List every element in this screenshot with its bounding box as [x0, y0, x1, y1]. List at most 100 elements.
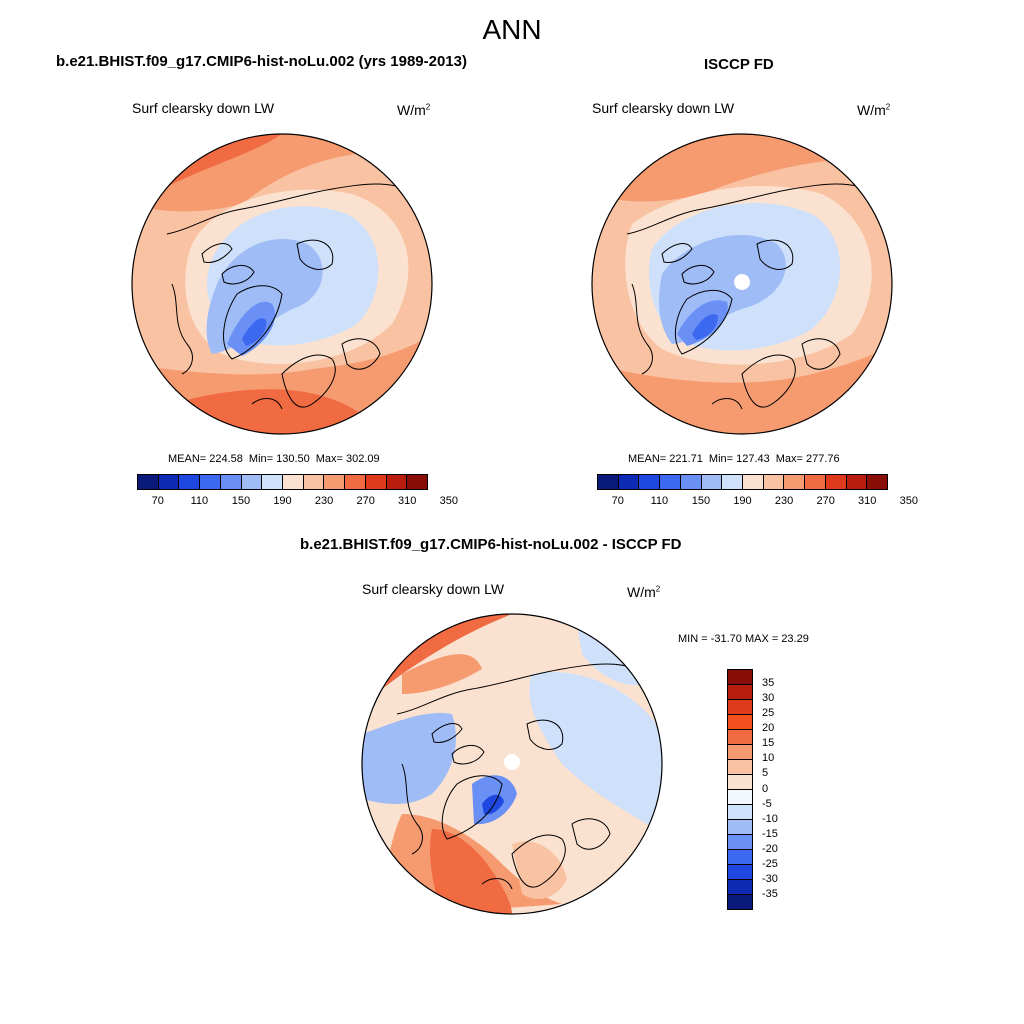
panel2-colorbar-swatch: [825, 475, 847, 489]
panel3-colorbar-swatch: [728, 850, 752, 865]
panel3-colorbar-tick-label: -5: [762, 797, 772, 810]
panel2-colorbar-swatch: [763, 475, 785, 489]
panel3-colorbar-swatch: [728, 820, 752, 835]
panel1-colorbar-swatch: [283, 475, 304, 489]
panel3-minmax: MIN = -31.70 MAX = 23.29: [678, 633, 809, 645]
panel1-colorbar-swatch: [262, 475, 284, 489]
panel3-colorbar-tick-label: -30: [762, 872, 778, 885]
main-title: ANN: [482, 14, 542, 45]
panel2-colorbar-tick-label: 110: [650, 495, 669, 507]
panel1-variable-label: Surf clearsky down LW: [132, 100, 275, 116]
panel2-colorbar-tick-label: 230: [774, 495, 794, 507]
panel1-colorbar-swatch: [138, 475, 159, 489]
panel1-units: W/m2: [397, 102, 430, 118]
panel1-colorbar-tick-label: 270: [356, 495, 375, 507]
panel3-colorbar-swatch: [728, 805, 752, 820]
panel2-colorbar-swatch: [784, 475, 806, 489]
panel2-colorbar-tick-label: 190: [733, 495, 752, 507]
panel2-colorbar-tick-label: 350: [899, 495, 918, 507]
panel2-coastlines: [626, 183, 878, 410]
panel1-colorbar-tick-label: 150: [231, 495, 251, 507]
panel1-field-cold: [206, 238, 323, 354]
panel1-colorbar-swatch: [158, 475, 180, 489]
panel2-colorbar-ticks: 70 110 150 190 230 270 310 350: [597, 495, 918, 509]
panel1-colorbar-swatch: [179, 475, 201, 489]
panel2-colorbar-swatch: [660, 475, 681, 489]
panel1-colorbar-swatch: [200, 475, 221, 489]
panel3-colorbar-swatch: [728, 880, 752, 895]
panel3-colorbar-tick-label: 10: [762, 752, 775, 765]
panel1-colorbar-tick-label: 310: [398, 495, 417, 507]
panel1-colorbar-swatch: [345, 475, 366, 489]
panel3-polar-hole: [504, 754, 520, 770]
panel2-min: Min= 127.43: [708, 453, 770, 465]
panel3-colorbar-tick-label: 30: [762, 692, 775, 705]
panel2-field-warm-south: [592, 344, 892, 434]
panel2-colorbar-swatch: [598, 475, 619, 489]
panel1-coastlines: [166, 183, 418, 410]
panel3-colorbar-tick-label: 15: [762, 737, 775, 750]
panel1-colorbar-tick-label: 230: [314, 495, 334, 507]
panel2-colorbar-tick-label: 150: [691, 495, 711, 507]
panel1-colorbar-swatch: [407, 475, 428, 489]
panel3-colorbar-swatch: [728, 790, 752, 805]
panel1-units-exp: 2: [425, 102, 431, 112]
panel1-colorbar-tick-label: 110: [190, 495, 209, 507]
panel2-mean: MEAN= 221.71: [628, 453, 703, 465]
panel1-min: Min= 130.50: [248, 453, 310, 465]
panel1-mean: MEAN= 224.58: [168, 453, 243, 465]
panel1-colorbar-tick-label: 350: [439, 495, 458, 507]
panel1-stats: MEAN= 224.58 Min= 130.50 Max= 302.09: [168, 453, 386, 465]
panel2-units: W/m2: [857, 102, 890, 118]
panel3-colorbar-tick-label: 0: [762, 782, 769, 795]
panel3-colorbar-swatch: [728, 730, 752, 745]
panel3-colorbar-swatch: [728, 670, 752, 685]
panel3-colorbar-tick-label: -35: [762, 887, 778, 900]
panel3-colorbar-tick-label: 35: [762, 677, 775, 690]
panel2-polar-hole: [734, 274, 750, 290]
panel1-colorbar-tick-label: 70: [151, 495, 164, 507]
panel3-colorbar-swatch: [728, 760, 752, 775]
panel3-colorbar-tick-label: -25: [762, 857, 778, 870]
panel2-colorbar-swatch: [639, 475, 661, 489]
panel3-colorbar-swatch: [728, 685, 752, 700]
panel3-colorbar-ticks: 35 30 25 20 15 10 5 0 -5 -10 -15 -20 -25 -30 -35: [762, 669, 802, 910]
panel3-coastlines: [396, 663, 648, 890]
panel2-colorbar-swatch: [680, 475, 702, 489]
panel3-colorbar-swatch: [728, 865, 752, 880]
panel2-colorbar-tick-label: 270: [816, 495, 835, 507]
panel3-colorbar-tick-label: -10: [762, 812, 778, 825]
panel1-colorbar-tick-label: 190: [273, 495, 292, 507]
panel2-colorbar-tick-label: 310: [858, 495, 877, 507]
panel1-colorbar-swatch: [303, 475, 325, 489]
panel3-field-coldest-greenland: [482, 794, 504, 815]
panel3-variable-label: Surf clearsky down LW: [362, 581, 505, 597]
panel1-colorbar-swatch: [324, 475, 346, 489]
panel2-colorbar-swatch: [618, 475, 640, 489]
panel3-colorbar-tick-label: 5: [762, 767, 769, 780]
panel2-colorbar-swatch: [846, 475, 868, 489]
panel1-title: b.e21.BHIST.f09_g17.CMIP6-hist-noLu.002 …: [56, 53, 467, 70]
panel3-colorbar-tick-label: 25: [762, 707, 775, 720]
panel3-colorbar-swatch: [728, 835, 752, 850]
panel3-colorbar-swatch: [728, 775, 752, 790]
panel2-variable-label: Surf clearsky down LW: [592, 100, 735, 116]
panel3-colorbar-swatch: [728, 700, 752, 715]
panel3-colorbar-swatch: [728, 745, 752, 760]
panel1-units-base: W/m: [397, 102, 426, 118]
panel2-polar-map: [591, 133, 893, 435]
panel3-colorbar-tick-label: -15: [762, 827, 778, 840]
panel2-stats: MEAN= 221.71 Min= 127.43 Max= 277.76: [628, 453, 846, 465]
panel2-colorbar-swatch: [743, 475, 764, 489]
panel3-colorbar: [727, 669, 753, 910]
panel3-map-border: [361, 613, 663, 915]
panel1-colorbar-swatch: [386, 475, 408, 489]
panel1-colorbar-ticks: 70 110 150 190 230 270 310 350: [137, 495, 458, 509]
panel3-title: b.e21.BHIST.f09_g17.CMIP6-hist-noLu.002 …: [300, 536, 682, 553]
panel1-colorbar: [137, 474, 428, 490]
panel1-colorbar-swatch: [220, 475, 242, 489]
panel3-colorbar-swatch: [728, 715, 752, 730]
panel2-colorbar-swatch: [867, 475, 888, 489]
panel3-field-warm-north: [402, 654, 482, 694]
panel1-colorbar-swatch: [241, 475, 263, 489]
